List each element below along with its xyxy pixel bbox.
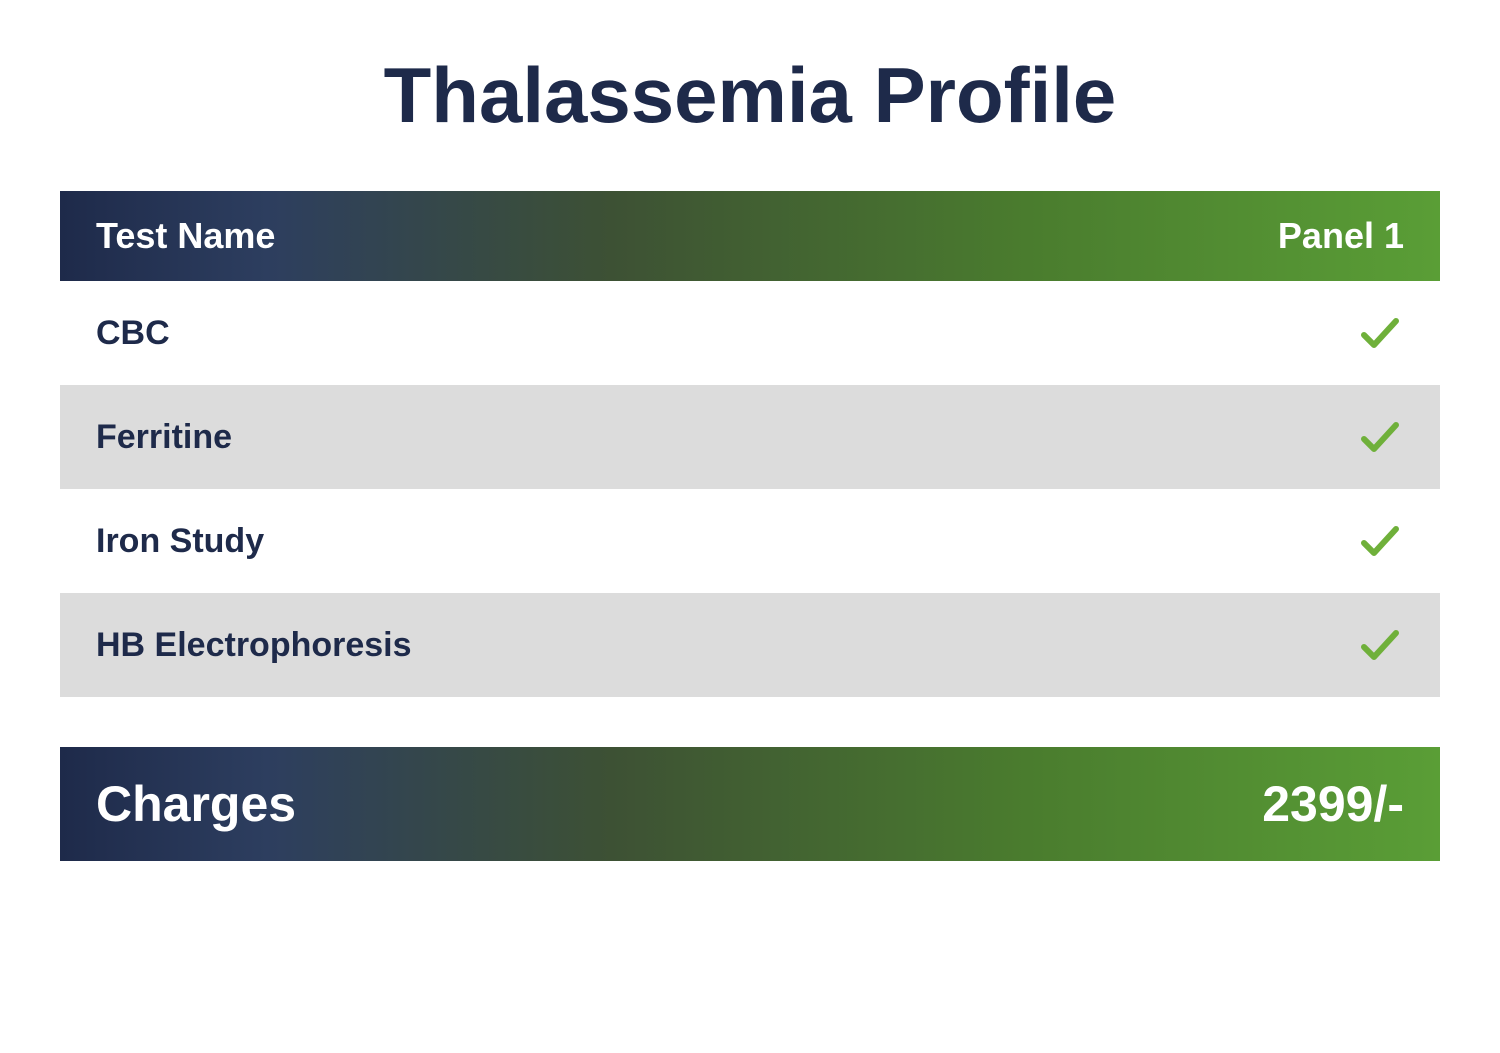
test-table: Test Name Panel 1 CBC Ferritine Iron Stu… [60,191,1440,697]
test-name-label: HB Electrophoresis [96,626,412,665]
test-name-label: CBC [96,314,170,353]
table-row: CBC [60,281,1440,385]
charges-row: Charges 2399/- [60,747,1440,861]
test-name-label: Iron Study [96,522,264,561]
charges-amount: 2399/- [1262,775,1404,833]
header-right: Panel 1 [1278,215,1404,257]
check-icon [1356,517,1404,565]
check-icon [1356,309,1404,357]
check-icon [1356,413,1404,461]
page-title: Thalassemia Profile [60,50,1440,141]
charges-label: Charges [96,775,296,833]
table-row: HB Electrophoresis [60,593,1440,697]
header-left: Test Name [96,215,275,257]
table-header-row: Test Name Panel 1 [60,191,1440,281]
test-name-label: Ferritine [96,418,232,457]
check-icon [1356,621,1404,669]
table-row: Ferritine [60,385,1440,489]
table-row: Iron Study [60,489,1440,593]
